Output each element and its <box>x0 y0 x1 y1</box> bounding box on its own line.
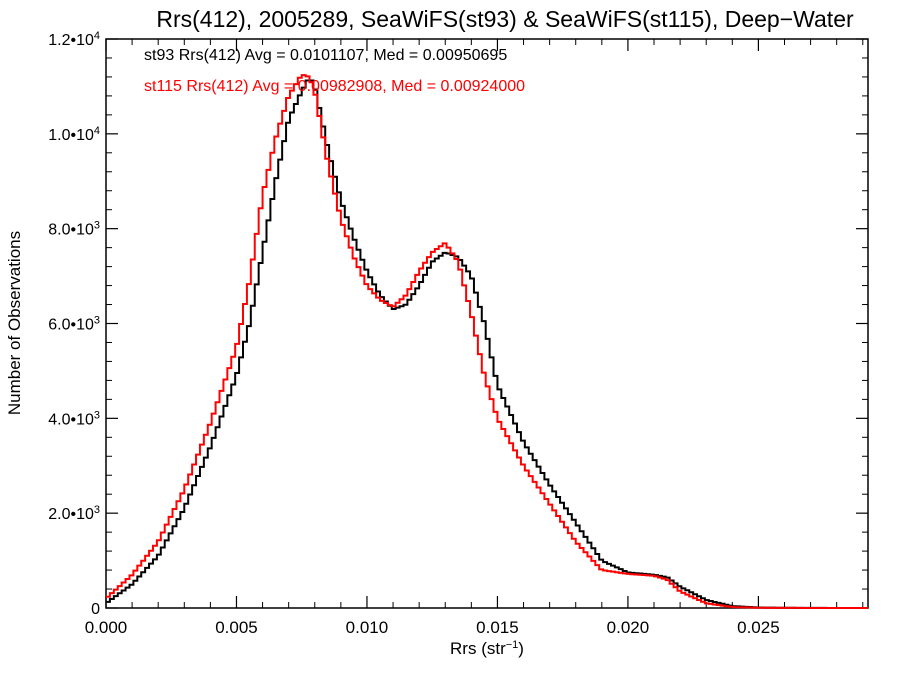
annotation-st115: st115 Rrs(412) Avg = 0.00982908, Med = 0… <box>144 78 525 95</box>
x-tick-label: 0.020 <box>607 618 650 637</box>
x-tick-label: 0.015 <box>476 618 519 637</box>
chart-title: Rrs(412), 2005289, SeaWiFS(st93) & SeaWi… <box>156 6 854 32</box>
series-st115-line <box>106 74 868 609</box>
plot-frame <box>105 38 869 609</box>
y-axis-label: Number of Observations <box>5 231 24 415</box>
series-layer <box>106 74 868 609</box>
y-tick-label: 2.0•103 <box>48 504 100 523</box>
x-axis: 0.000 0.005 0.010 0.015 0.020 0.025 <box>85 39 864 637</box>
y-tick-label: 8.0•103 <box>48 220 100 239</box>
y-axis: 0 2.0•103 4.0•103 6.0•103 8.0•103 1.0•104 1.2•… <box>48 30 868 618</box>
annotation-st93: st93 Rrs(412) Avg = 0.0101107, Med = 0.0… <box>144 47 507 64</box>
x-tick-label: 0.000 <box>85 618 128 637</box>
y-tick-label: 6.0•103 <box>48 315 100 334</box>
series-st93-line <box>106 79 868 609</box>
x-tick-label: 0.025 <box>737 618 780 637</box>
y-tick-label: 0 <box>91 601 100 618</box>
x-tick-label: 0.005 <box>215 618 258 637</box>
y-tick-label: 1.2•104 <box>48 30 100 49</box>
x-axis-label: Rrs (str−1) <box>450 639 524 658</box>
y-tick-label: 1.0•104 <box>48 125 100 144</box>
y-tick-label: 4.0•103 <box>48 409 100 428</box>
x-tick-label: 0.010 <box>346 618 389 637</box>
